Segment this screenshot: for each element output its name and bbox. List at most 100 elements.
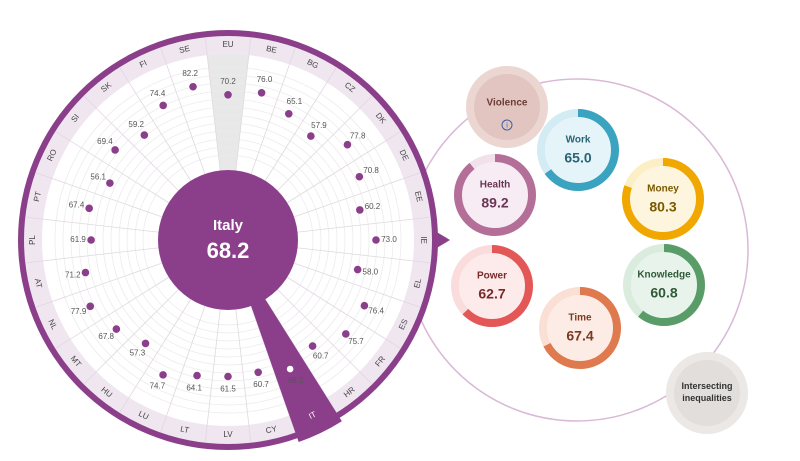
domain-progress	[537, 109, 619, 191]
domain-name: Power	[477, 271, 507, 282]
value-dot[interactable]	[224, 91, 232, 99]
value-dot[interactable]	[372, 236, 380, 244]
domain-fill	[545, 117, 611, 183]
segment-divider	[83, 95, 179, 191]
segment-divider	[287, 131, 401, 204]
domain-progress	[454, 154, 536, 236]
value-dot[interactable]	[86, 302, 95, 311]
value-dot[interactable]	[81, 268, 90, 277]
country-label[interactable]: EL	[412, 277, 423, 289]
value-dot[interactable]	[353, 265, 362, 274]
country-label[interactable]: PL	[28, 235, 37, 245]
domain-value: 60.8	[650, 285, 677, 301]
value-dot[interactable]	[257, 88, 266, 97]
value-dot[interactable]	[360, 301, 369, 310]
domain-button[interactable]: Work 65.0	[537, 109, 619, 191]
domain-button[interactable]: Money 80.3	[622, 158, 704, 240]
domain-name: Violence	[487, 98, 528, 109]
value-dot[interactable]	[356, 206, 364, 214]
country-label[interactable]: FI	[138, 58, 148, 69]
grid-ring	[70, 82, 386, 398]
country-label[interactable]: DE	[398, 148, 411, 162]
grid-ring	[86, 98, 370, 382]
value-dot[interactable]	[284, 109, 293, 118]
domain-progress	[451, 245, 533, 327]
domain-button[interactable]: Knowledge 60.8	[623, 244, 705, 326]
value-dot[interactable]	[193, 371, 201, 380]
domain-button[interactable]: Health 89.2	[454, 154, 536, 236]
domain-value: 62.7	[478, 286, 505, 302]
value-dot[interactable]	[159, 371, 167, 379]
value-label: 74.7	[150, 382, 166, 391]
value-dot[interactable]	[342, 330, 350, 338]
country-label[interactable]: IE	[419, 236, 428, 244]
value-label: 67.8	[98, 332, 114, 341]
value-label: 57.9	[311, 121, 327, 130]
value-dot[interactable]	[189, 82, 197, 91]
country-label[interactable]: EU	[222, 40, 233, 49]
domain-button[interactable]: Intersecting inequalities	[666, 352, 748, 434]
country-label[interactable]: LV	[223, 430, 233, 439]
domain-value: 65.0	[564, 150, 591, 166]
country-label[interactable]: LT	[179, 424, 190, 435]
segment-divider	[160, 305, 206, 433]
selected-sector	[247, 290, 342, 442]
value-label: 69.4	[97, 137, 113, 146]
segment-divider	[35, 262, 163, 308]
country-label[interactable]: ES	[397, 318, 410, 332]
country-label[interactable]: CY	[265, 424, 278, 435]
domain-button[interactable]: Time 67.4	[539, 287, 621, 369]
value-dot[interactable]	[254, 368, 262, 377]
domain-value: 67.4	[566, 328, 593, 344]
segment-divider	[297, 247, 431, 264]
domain-disc	[666, 352, 748, 434]
domain-button[interactable]: Violence i	[466, 66, 548, 148]
domain-progress	[623, 244, 705, 326]
domain-name: Health	[480, 180, 511, 191]
value-label: 77.9	[71, 307, 87, 316]
country-label[interactable]: LU	[137, 409, 150, 422]
value-dot[interactable]	[308, 342, 317, 350]
segment-divider	[204, 309, 221, 443]
info-icon[interactable]	[501, 119, 513, 131]
value-dot[interactable]	[111, 146, 119, 154]
value-dot[interactable]	[343, 140, 352, 149]
grid-ring	[134, 146, 322, 334]
info-glyph: i	[506, 122, 508, 129]
country-label[interactable]: BE	[265, 44, 277, 55]
value-dot[interactable]	[355, 172, 364, 181]
value-label: 76.0	[257, 75, 273, 84]
segment-divider	[287, 276, 401, 349]
value-dot[interactable]	[307, 132, 315, 140]
value-dot[interactable]	[106, 179, 114, 187]
value-dot[interactable]	[285, 364, 295, 374]
segment-divider	[277, 95, 373, 191]
country-label[interactable]: NL	[46, 318, 59, 332]
domain-button[interactable]: Power 62.7	[451, 245, 533, 327]
country-label[interactable]: SE	[178, 44, 190, 55]
value-dot[interactable]	[159, 101, 167, 110]
country-label[interactable]: PT	[32, 190, 43, 202]
value-label: 70.8	[363, 166, 379, 175]
domain-fill	[459, 253, 525, 319]
value-label: 58.0	[363, 268, 379, 277]
value-dot[interactable]	[140, 131, 149, 139]
segment-divider	[293, 172, 421, 218]
value-dot[interactable]	[224, 372, 232, 381]
segment-divider	[297, 216, 431, 233]
country-label[interactable]: SI	[69, 112, 81, 124]
value-dot[interactable]	[87, 236, 95, 244]
domain-fill	[462, 162, 528, 228]
segment-divider	[55, 276, 169, 349]
segment-divider	[83, 289, 179, 385]
segment-divider	[35, 172, 163, 218]
value-dot[interactable]	[141, 339, 150, 348]
country-label[interactable]: EE	[413, 190, 424, 202]
grid-ring	[126, 138, 330, 342]
value-dot[interactable]	[112, 325, 121, 333]
country-label[interactable]: IT	[307, 410, 317, 421]
value-dot[interactable]	[85, 204, 93, 213]
segment-divider	[250, 47, 296, 175]
value-label: 73.0	[381, 235, 397, 244]
country-label[interactable]: AT	[33, 278, 44, 290]
